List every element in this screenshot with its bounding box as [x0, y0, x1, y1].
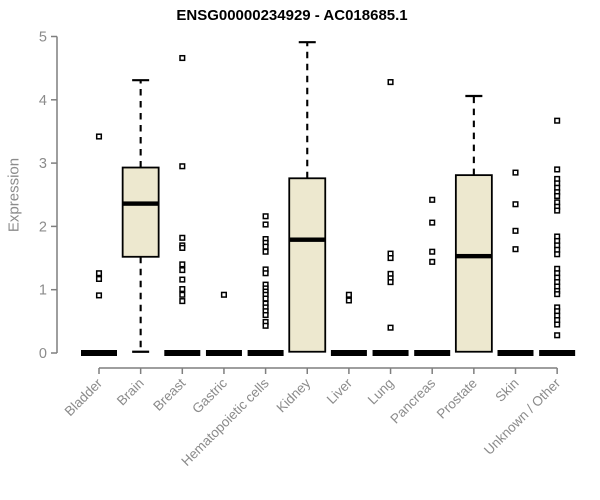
flat-box-gastric [205, 350, 242, 356]
y-tick-label-0: 0 [39, 346, 47, 362]
x-tick-label-pancreas: Pancreas [387, 375, 438, 426]
x-tick-label-unknown-other: Unknown / Other [481, 375, 564, 458]
flat-box-hematopoietic-cells [247, 350, 284, 356]
x-tick-label-kidney: Kidney [274, 375, 314, 415]
median-line-prostate [455, 253, 492, 259]
outlier-point-breast-8 [179, 286, 186, 293]
outlier-point-hematopoietic-cells-18 [262, 322, 269, 329]
outlier-point-lung-5 [387, 279, 394, 286]
outlier-point-pancreas-1 [429, 219, 436, 226]
outlier-point-unknown-other-0 [554, 117, 561, 124]
y-tick-label-5: 5 [39, 30, 47, 46]
outlier-point-skin-2 [512, 227, 519, 234]
box-brain [121, 166, 160, 258]
outlier-point-skin-3 [512, 246, 519, 253]
outlier-point-unknown-other-21 [554, 291, 561, 298]
outlier-point-unknown-other-26 [554, 321, 561, 328]
x-tick-label-brain: Brain [114, 376, 147, 409]
flat-box-lung [372, 350, 409, 356]
y-tick-label-3: 3 [39, 156, 47, 172]
outlier-point-breast-5 [179, 261, 186, 268]
x-tick-label-breast: Breast [150, 375, 188, 413]
x-tick-label-liver: Liver [324, 375, 356, 407]
outlier-point-hematopoietic-cells-0 [262, 213, 269, 220]
outlier-point-hematopoietic-cells-5 [262, 248, 269, 255]
outlier-point-lung-2 [387, 255, 394, 262]
outlier-point-hematopoietic-cells-4 [262, 243, 269, 250]
outlier-point-breast-9 [179, 291, 186, 298]
chart-title: ENSG00000234929 - AC018685.1 [176, 7, 408, 24]
median-line-brain [122, 201, 159, 206]
x-tick-label-bladder: Bladder [62, 375, 106, 419]
flat-box-bladder [81, 350, 117, 356]
x-tick-label-lung: Lung [365, 376, 397, 408]
flat-box-skin [497, 350, 534, 356]
outlier-point-unknown-other-6 [554, 192, 561, 200]
outlier-point-breast-2 [179, 234, 186, 241]
outlier-point-lung-0 [387, 79, 394, 86]
outlier-point-breast-4 [179, 244, 186, 251]
outlier-point-pancreas-3 [429, 258, 436, 265]
outlier-point-hematopoietic-cells-7 [262, 270, 269, 277]
outlier-point-bladder-1 [95, 270, 103, 277]
outlier-point-breast-7 [179, 276, 186, 283]
outlier-point-breast-1 [179, 163, 186, 170]
outlier-point-liver-1 [345, 297, 352, 304]
outlier-point-skin-0 [512, 169, 519, 176]
outlier-point-unknown-other-27 [554, 332, 561, 339]
box-prostate [454, 174, 493, 353]
box-kidney [288, 177, 327, 353]
outlier-point-gastric-0 [220, 291, 227, 298]
x-tick-label-gastric: Gastric [189, 375, 230, 416]
y-tick-label-1: 1 [39, 283, 47, 299]
outlier-point-lung-6 [387, 324, 394, 331]
median-line-kidney [289, 237, 326, 242]
outlier-point-bladder-2 [95, 275, 103, 282]
outlier-point-hematopoietic-cells-12 [262, 295, 269, 302]
outlier-point-hematopoietic-cells-16 [262, 311, 269, 319]
flat-box-liver [330, 350, 367, 356]
outlier-point-skin-1 [512, 201, 519, 208]
outlier-point-bladder-0 [95, 133, 103, 140]
x-tick-label-prostate: Prostate [434, 376, 480, 422]
flat-box-unknown-other [539, 350, 576, 356]
outlier-point-breast-6 [179, 267, 186, 274]
flat-box-breast [164, 350, 201, 356]
outlier-point-bladder-3 [95, 292, 103, 299]
outlier-point-unknown-other-1 [554, 166, 561, 173]
outlier-point-liver-0 [345, 291, 352, 298]
y-tick-label-2: 2 [39, 219, 47, 235]
flat-box-pancreas [414, 350, 451, 356]
x-tick-label-skin: Skin [492, 376, 521, 405]
outlier-point-unknown-other-14 [554, 251, 561, 258]
y-tick-label-4: 4 [39, 93, 47, 109]
outlier-point-pancreas-2 [429, 248, 436, 255]
outlier-point-breast-10 [179, 298, 186, 305]
outlier-point-unknown-other-9 [554, 207, 561, 214]
outlier-point-hematopoietic-cells-1 [262, 221, 269, 228]
outlier-point-pancreas-0 [429, 196, 436, 203]
outlier-point-breast-0 [179, 54, 186, 62]
